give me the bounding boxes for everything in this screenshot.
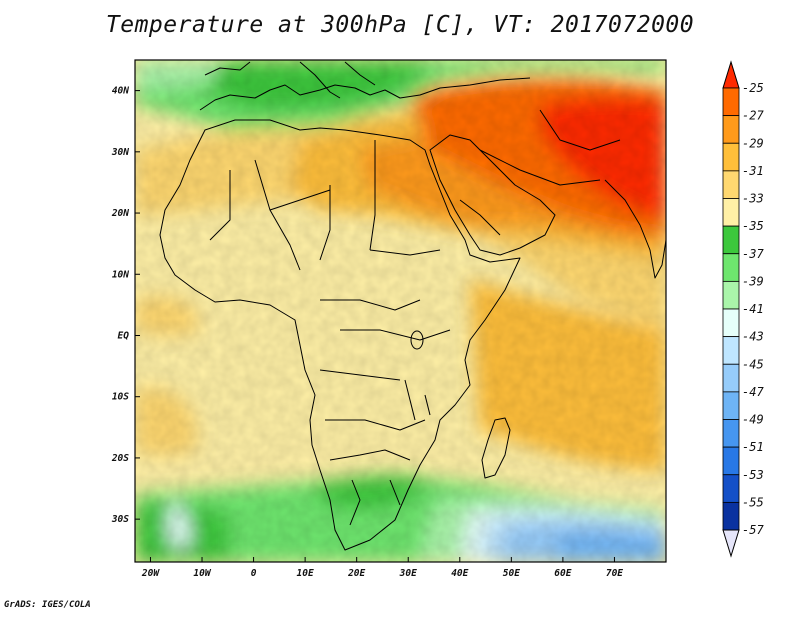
colorbar-bin xyxy=(722,308,740,338)
colorbar-bin xyxy=(722,336,740,365)
latitude-axis: 40N 30N 20N 10N EQ 10S 20S 30S xyxy=(111,86,140,525)
colorbar-label: -41 xyxy=(742,302,764,316)
colorbar-bin xyxy=(722,280,740,310)
lon-tick-label: 0 xyxy=(251,568,257,579)
lon-tick-label: 10E xyxy=(297,568,314,579)
colorbar-bin xyxy=(722,198,740,227)
lat-tick-label: 30N xyxy=(111,147,129,158)
colorbar-bin xyxy=(722,87,740,117)
colorbar-label: -43 xyxy=(742,330,764,344)
colorbar-label: -25 xyxy=(742,81,764,95)
colorbar-bin xyxy=(722,446,740,476)
colorbar-bin xyxy=(722,142,740,172)
lat-tick-label: 10S xyxy=(112,392,129,403)
colorbar-label: -49 xyxy=(742,413,764,427)
footer-credit: GrADS: IGES/COLA xyxy=(4,600,91,610)
colorbar-bin xyxy=(722,115,740,144)
colorbar-label: -47 xyxy=(742,385,764,399)
lon-tick-label: 30E xyxy=(399,568,417,579)
lon-tick-label: 20W xyxy=(141,568,160,579)
lat-tick-label: 20N xyxy=(111,208,129,219)
colorbar-max-arrow xyxy=(722,60,740,89)
colorbar-bin xyxy=(722,253,740,282)
colorbar-label: -35 xyxy=(742,219,764,233)
lat-tick-label: 10N xyxy=(112,269,129,280)
colorbar-min-arrow xyxy=(722,529,740,558)
colorbar-bin xyxy=(722,501,740,531)
colorbar-bin xyxy=(722,419,740,448)
colorbar-bin xyxy=(722,391,740,420)
map-frame xyxy=(134,59,667,563)
longitude-axis: 20W 10W 0 10E 20E 30E 40E 50E 60E 70E xyxy=(141,557,623,579)
lat-tick-label: 30S xyxy=(111,514,129,525)
map-title: Temperature at 300hPa [C], VT: 201707200… xyxy=(105,12,695,38)
coastline-outline xyxy=(159,61,666,551)
lon-tick-label: 50E xyxy=(503,568,520,579)
lon-tick-label: 10W xyxy=(193,568,211,579)
colorbar: -25 -27 -29 -31 -33 -35 -37 -39 -41 -43 -45 -47 -49 -… xyxy=(722,60,764,558)
colorbar-label: -45 xyxy=(742,357,764,371)
lat-tick-label: 40N xyxy=(112,86,129,97)
lon-tick-label: 20E xyxy=(347,568,365,579)
colorbar-bin xyxy=(722,225,740,255)
lat-tick-label: 20S xyxy=(111,453,129,464)
colorbar-bin xyxy=(722,363,740,393)
colorbar-bin xyxy=(722,474,740,503)
lon-tick-label: 70E xyxy=(606,568,623,579)
lon-tick-label: 60E xyxy=(554,568,571,579)
colorbar-label: -39 xyxy=(742,274,764,288)
colorbar-label: -57 xyxy=(742,523,764,537)
colorbar-label: -53 xyxy=(742,468,764,482)
colorbar-label: -31 xyxy=(742,164,764,178)
colorbar-label: -51 xyxy=(742,440,764,454)
colorbar-bin xyxy=(722,170,740,199)
lat-tick-label: EQ xyxy=(118,330,130,341)
colorbar-label: -29 xyxy=(742,136,764,150)
colorbar-label: -55 xyxy=(742,495,764,509)
lon-tick-label: 40E xyxy=(451,568,468,579)
temperature-field xyxy=(135,60,666,562)
colorbar-label: -27 xyxy=(742,109,764,123)
colorbar-label: -33 xyxy=(742,192,764,206)
colorbar-label: -37 xyxy=(742,247,764,261)
